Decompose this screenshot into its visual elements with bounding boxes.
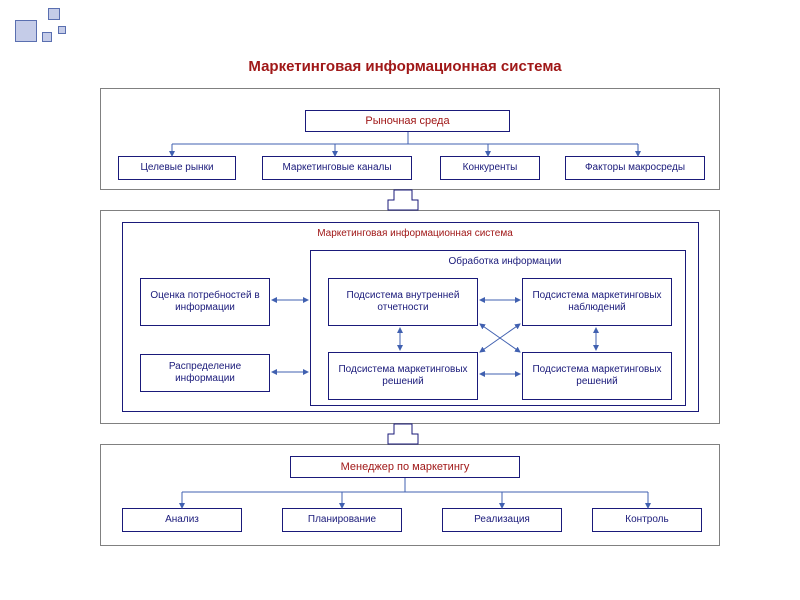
mis-section-label: Маркетинговая информационная система [300, 228, 530, 239]
decision-label-1: Подсистема маркетинговых решений [333, 364, 473, 388]
needs-assessment-box: Оценка потребностей в информации [140, 278, 270, 326]
needs-assessment-label: Оценка потребностей в информации [145, 290, 265, 314]
observation-box: Подсистема маркетинговых наблюдений [522, 278, 672, 326]
control-label: Контроль [625, 514, 668, 526]
planning-box: Планирование [282, 508, 402, 532]
decor-square-2 [48, 8, 60, 20]
competitors-box: Конкуренты [440, 156, 540, 180]
marketing-channels-label: Маркетинговые каналы [282, 162, 391, 174]
realization-label: Реализация [474, 514, 530, 526]
decor-square-4 [58, 26, 66, 34]
analysis-box: Анализ [122, 508, 242, 532]
processing-label: Обработка информации [430, 256, 580, 267]
analysis-label: Анализ [165, 514, 199, 526]
info-distribution-label: Распределение информации [145, 361, 265, 385]
market-environment-box: Рыночная среда [305, 110, 510, 132]
info-distribution-box: Распределение информации [140, 354, 270, 392]
page-title: Маркетинговая информационная система [195, 58, 615, 75]
marketing-channels-box: Маркетинговые каналы [262, 156, 412, 180]
market-environment-label: Рыночная среда [365, 115, 449, 127]
target-markets-box: Целевые рынки [118, 156, 236, 180]
decor-square-3 [42, 32, 52, 42]
decision-box-1: Подсистема маркетинговых решений [328, 352, 478, 400]
decor-square-1 [15, 20, 37, 42]
marketing-manager-label: Менеджер по маркетингу [341, 461, 470, 473]
control-box: Контроль [592, 508, 702, 532]
internal-reporting-box: Подсистема внутренней отчетности [328, 278, 478, 326]
decision-label-2: Подсистема маркетинговых решений [527, 364, 667, 388]
macro-factors-box: Факторы макросреды [565, 156, 705, 180]
macro-factors-label: Факторы макросреды [585, 162, 685, 174]
realization-box: Реализация [442, 508, 562, 532]
decision-box-2: Подсистема маркетинговых решений [522, 352, 672, 400]
target-markets-label: Целевые рынки [140, 162, 213, 174]
internal-reporting-label: Подсистема внутренней отчетности [333, 290, 473, 314]
competitors-label: Конкуренты [463, 162, 518, 174]
observation-label: Подсистема маркетинговых наблюдений [527, 290, 667, 314]
marketing-manager-box: Менеджер по маркетингу [290, 456, 520, 478]
planning-label: Планирование [308, 514, 376, 526]
